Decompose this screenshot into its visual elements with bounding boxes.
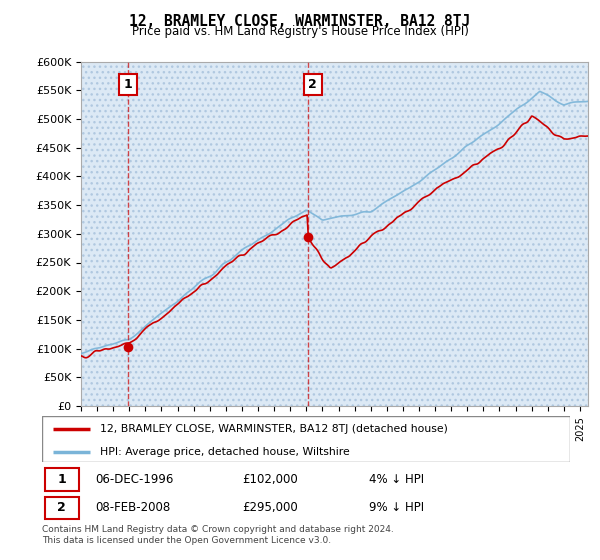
FancyBboxPatch shape bbox=[44, 468, 79, 491]
Text: Contains HM Land Registry data © Crown copyright and database right 2024.
This d: Contains HM Land Registry data © Crown c… bbox=[42, 525, 394, 545]
Text: 1: 1 bbox=[57, 473, 66, 486]
Text: HPI: Average price, detached house, Wiltshire: HPI: Average price, detached house, Wilt… bbox=[100, 447, 350, 457]
Text: 9% ↓ HPI: 9% ↓ HPI bbox=[370, 501, 424, 514]
Text: 12, BRAMLEY CLOSE, WARMINSTER, BA12 8TJ (detached house): 12, BRAMLEY CLOSE, WARMINSTER, BA12 8TJ … bbox=[100, 424, 448, 434]
Text: 08-FEB-2008: 08-FEB-2008 bbox=[95, 501, 170, 514]
Text: Price paid vs. HM Land Registry's House Price Index (HPI): Price paid vs. HM Land Registry's House … bbox=[131, 25, 469, 38]
Text: 1: 1 bbox=[124, 78, 133, 91]
Text: 2: 2 bbox=[308, 78, 317, 91]
Text: 12, BRAMLEY CLOSE, WARMINSTER, BA12 8TJ: 12, BRAMLEY CLOSE, WARMINSTER, BA12 8TJ bbox=[130, 14, 470, 29]
FancyBboxPatch shape bbox=[44, 497, 79, 519]
Text: £295,000: £295,000 bbox=[242, 501, 298, 514]
Text: £102,000: £102,000 bbox=[242, 473, 298, 486]
FancyBboxPatch shape bbox=[42, 416, 570, 462]
Text: 06-DEC-1996: 06-DEC-1996 bbox=[95, 473, 173, 486]
Text: 2: 2 bbox=[57, 501, 66, 514]
Text: 4% ↓ HPI: 4% ↓ HPI bbox=[370, 473, 424, 486]
